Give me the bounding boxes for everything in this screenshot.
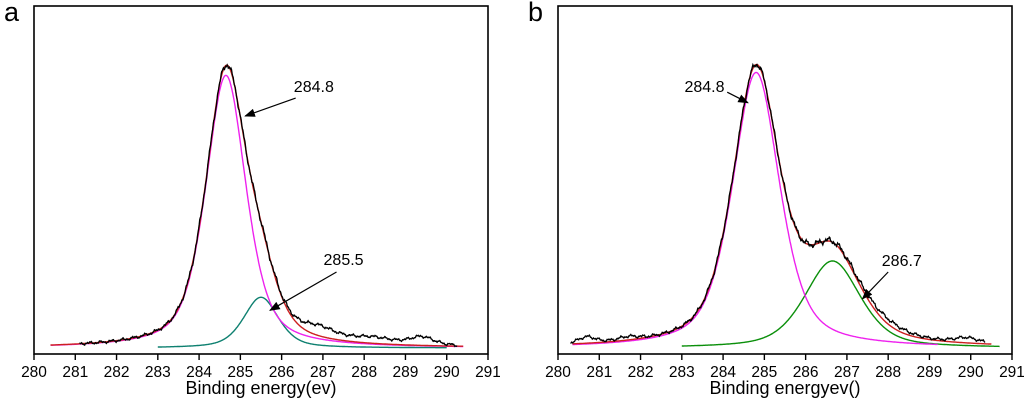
x-tick-label: 287: [310, 364, 336, 381]
x-tick-label: 280: [21, 364, 47, 381]
x-tick-label: 290: [958, 364, 984, 381]
x-tick-label: 286: [269, 364, 295, 381]
series-component-284.8: [572, 71, 938, 346]
x-tick-label: 280: [545, 364, 571, 381]
plot-frame: [557, 5, 1013, 355]
panel-b-plot: 280 281 282 283 284 285 286 287 288 289 290 291 284.…: [545, 5, 1024, 381]
annotation-arrow: [726, 91, 749, 104]
plot-frame: [33, 5, 489, 355]
x-tick-label: 291: [999, 364, 1024, 381]
annotation-arrow: [861, 271, 889, 300]
x-tick-label: 285: [751, 364, 777, 381]
x-tick-label: 284: [186, 364, 212, 381]
annotation-arrow: [244, 97, 296, 117]
panel-b: b 280 281 282 283 284 285 286 287 288 289 290 291 28…: [524, 0, 1024, 410]
x-tick-label: 290: [434, 364, 460, 381]
peak-annotation: 284.8: [294, 79, 334, 96]
x-tick-label: 283: [145, 364, 171, 381]
x-tick-label: 288: [351, 364, 377, 381]
annotation-arrow: [269, 271, 337, 311]
x-tick-label: 282: [628, 364, 654, 381]
peak-annotation: 284.8: [684, 79, 724, 96]
series-component-286.7: [681, 260, 1000, 348]
panel-b-label: b: [528, 0, 544, 27]
x-tick-label: 282: [104, 364, 130, 381]
x-tick-label: 285: [227, 364, 253, 381]
x-tick-label: 281: [62, 364, 88, 381]
x-tick-label: 284: [710, 364, 736, 381]
panel-a: a 280 281 282 283 284 285 286 287 288 289 290 291 28…: [0, 0, 500, 410]
x-tick-label: 288: [875, 364, 901, 381]
panel-a-label: a: [4, 0, 20, 27]
series-component-285.5: [157, 296, 447, 349]
series-raw-data: [79, 63, 458, 348]
series-component-284.8: [50, 74, 464, 348]
x-tick-label: 283: [669, 364, 695, 381]
x-tick-label: 289: [393, 364, 419, 381]
peak-annotation: 286.7: [882, 253, 922, 270]
panel-b-x-axis-title: Binding energyev(): [709, 378, 861, 398]
series-raw-data: [570, 62, 986, 345]
series-fit-envelope: [572, 63, 992, 345]
panel-a-x-axis-title: Binding energy(ev): [185, 378, 337, 398]
x-tick-label: 281: [586, 364, 612, 381]
x-tick-label: 287: [834, 364, 860, 381]
x-tick-label: 289: [917, 364, 943, 381]
peak-annotation: 285.5: [324, 252, 364, 269]
x-tick-label: 286: [793, 364, 819, 381]
x-tick-label: 291: [475, 364, 500, 381]
panel-a-plot: 280 281 282 283 284 285 286 287 288 289 290 291 284.…: [21, 5, 500, 381]
